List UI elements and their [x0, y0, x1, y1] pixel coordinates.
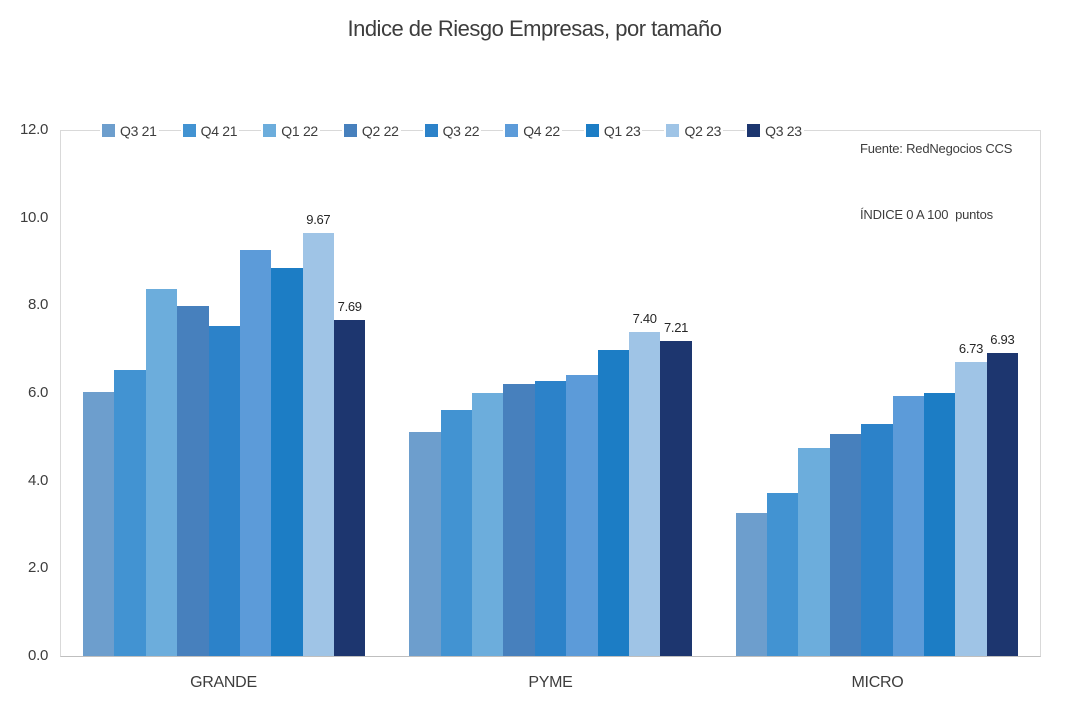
legend-swatch: [182, 124, 196, 137]
legend-item-q4-21: Q4 21: [180, 122, 240, 139]
legend-item-q2-22: Q2 22: [341, 122, 401, 139]
bar-micro-q3-21: [735, 513, 768, 656]
chart-title: Indice de Riesgo Empresas, por tamaño: [347, 16, 722, 41]
bar-grande-q3-21: [83, 392, 115, 656]
bar-grande-q1-23: [271, 268, 303, 656]
plot-area: 9.67 7.69 7.40 7.21 6.73 6.93: [60, 130, 1041, 657]
legend-swatch: [505, 124, 519, 137]
y-tick-label: 2.0: [28, 559, 48, 577]
legend-item-q2-23: Q2 23: [664, 122, 724, 139]
bar-pyme-q1-22: [472, 392, 504, 656]
legend-item-q3-23: Q3 23: [745, 122, 804, 139]
bar-micro-q4-22: [892, 396, 924, 656]
legend-item-q4-22: Q4 22: [503, 122, 562, 139]
legend-label: Q2 22: [361, 122, 399, 139]
legend-swatch: [424, 124, 438, 137]
y-tick-label: 6.0: [28, 384, 48, 401]
bar-data-label: 6.93: [990, 331, 1015, 347]
bar-micro-q4-21: [767, 492, 799, 656]
y-tick-label: 10.0: [20, 208, 48, 226]
legend-label: Q4 22: [523, 122, 560, 139]
bar-micro-q2-22: [829, 433, 862, 656]
x-axis-label-grande: GRANDE: [190, 674, 257, 691]
bar-group-pyme: 7.40 7.21: [387, 131, 713, 656]
legend-item-q3-21: Q3 21: [100, 122, 159, 139]
bar-micro-q3-23: 6.93: [986, 332, 1019, 656]
legend-item-q1-23: Q1 23: [583, 122, 643, 139]
legend-label: Q2 23: [684, 122, 722, 139]
legend-swatch: [102, 124, 115, 137]
x-axis-label-micro: MICRO: [851, 674, 904, 691]
legend-label: Q3 21: [120, 122, 157, 139]
legend-label: Q3 22: [442, 122, 480, 139]
legend-item-q1-22: Q1 22: [261, 122, 320, 139]
legend: Q3 21 Q4 21 Q1 22 Q2 22 Q3 22 Q4 22 Q1 23 Q2 23…: [100, 122, 804, 139]
legend-swatch: [585, 124, 599, 137]
bar-micro-q3-22: [861, 424, 893, 656]
bar-pyme-q4-21: [440, 410, 473, 656]
bar-pyme-q2-23: 7.40: [628, 311, 661, 656]
legend-swatch: [263, 124, 277, 137]
legend-label: Q4 21: [200, 122, 238, 139]
bar-pyme-q3-22: [534, 380, 567, 656]
bar-pyme-q2-22: [503, 384, 535, 656]
bar-group-micro: 6.73 6.93: [714, 131, 1040, 656]
source-note: Fuente: RedNegocios CCS ÍNDICE 0 A 100 p…: [860, 94, 1012, 270]
bar-grande-q4-21: [114, 370, 146, 656]
source-line: Fuente: RedNegocios CCS: [860, 141, 1013, 156]
bar-grande-q2-22: [177, 305, 209, 656]
units-line: ÍNDICE 0 A 100 puntos: [860, 207, 993, 222]
y-tick-label: 8.0: [28, 296, 48, 314]
bar-pyme-q3-23: 7.21: [660, 320, 692, 656]
bar-grande-q2-23: 9.67: [302, 212, 334, 656]
legend-label: Q3 23: [765, 122, 802, 139]
bar-grande-q3-23: 7.69: [334, 299, 366, 656]
legend-item-q3-22: Q3 22: [422, 122, 482, 139]
x-axis-labels: GRANDE PYME MICRO: [60, 674, 1041, 692]
bar-pyme-q3-21: [409, 432, 441, 656]
legend-swatch: [666, 124, 680, 137]
bar-data-label: 6.73: [958, 340, 984, 356]
y-tick-label: 12.0: [20, 121, 48, 138]
bar-data-label: 7.69: [337, 298, 362, 314]
bar-data-label: 7.21: [663, 319, 689, 335]
bar-data-label: 9.67: [306, 211, 331, 227]
bar-group-grande: 9.67 7.69: [61, 131, 387, 656]
legend-swatch: [343, 124, 357, 137]
y-tick-label: 4.0: [28, 471, 48, 489]
legend-swatch: [747, 124, 761, 137]
bar-micro-q2-23: 6.73: [955, 341, 987, 656]
bar-data-label: 7.40: [632, 311, 657, 327]
x-axis-label-pyme: PYME: [528, 674, 573, 691]
legend-label: Q1 22: [281, 122, 318, 139]
bar-micro-q1-22: [798, 447, 830, 656]
bar-grande-q3-22: [208, 326, 240, 656]
bar-grande-q1-22: [145, 288, 178, 656]
y-axis: 12.0 10.0 8.0 6.0 4.0 2.0 0.0: [0, 121, 50, 664]
y-tick-label: 0.0: [28, 647, 48, 664]
bar-pyme-q1-23: [597, 349, 629, 656]
bar-grande-q4-22: [239, 249, 272, 656]
bar-pyme-q4-22: [566, 374, 598, 656]
bar-micro-q1-23: [923, 392, 956, 656]
legend-label: Q1 23: [603, 122, 641, 139]
